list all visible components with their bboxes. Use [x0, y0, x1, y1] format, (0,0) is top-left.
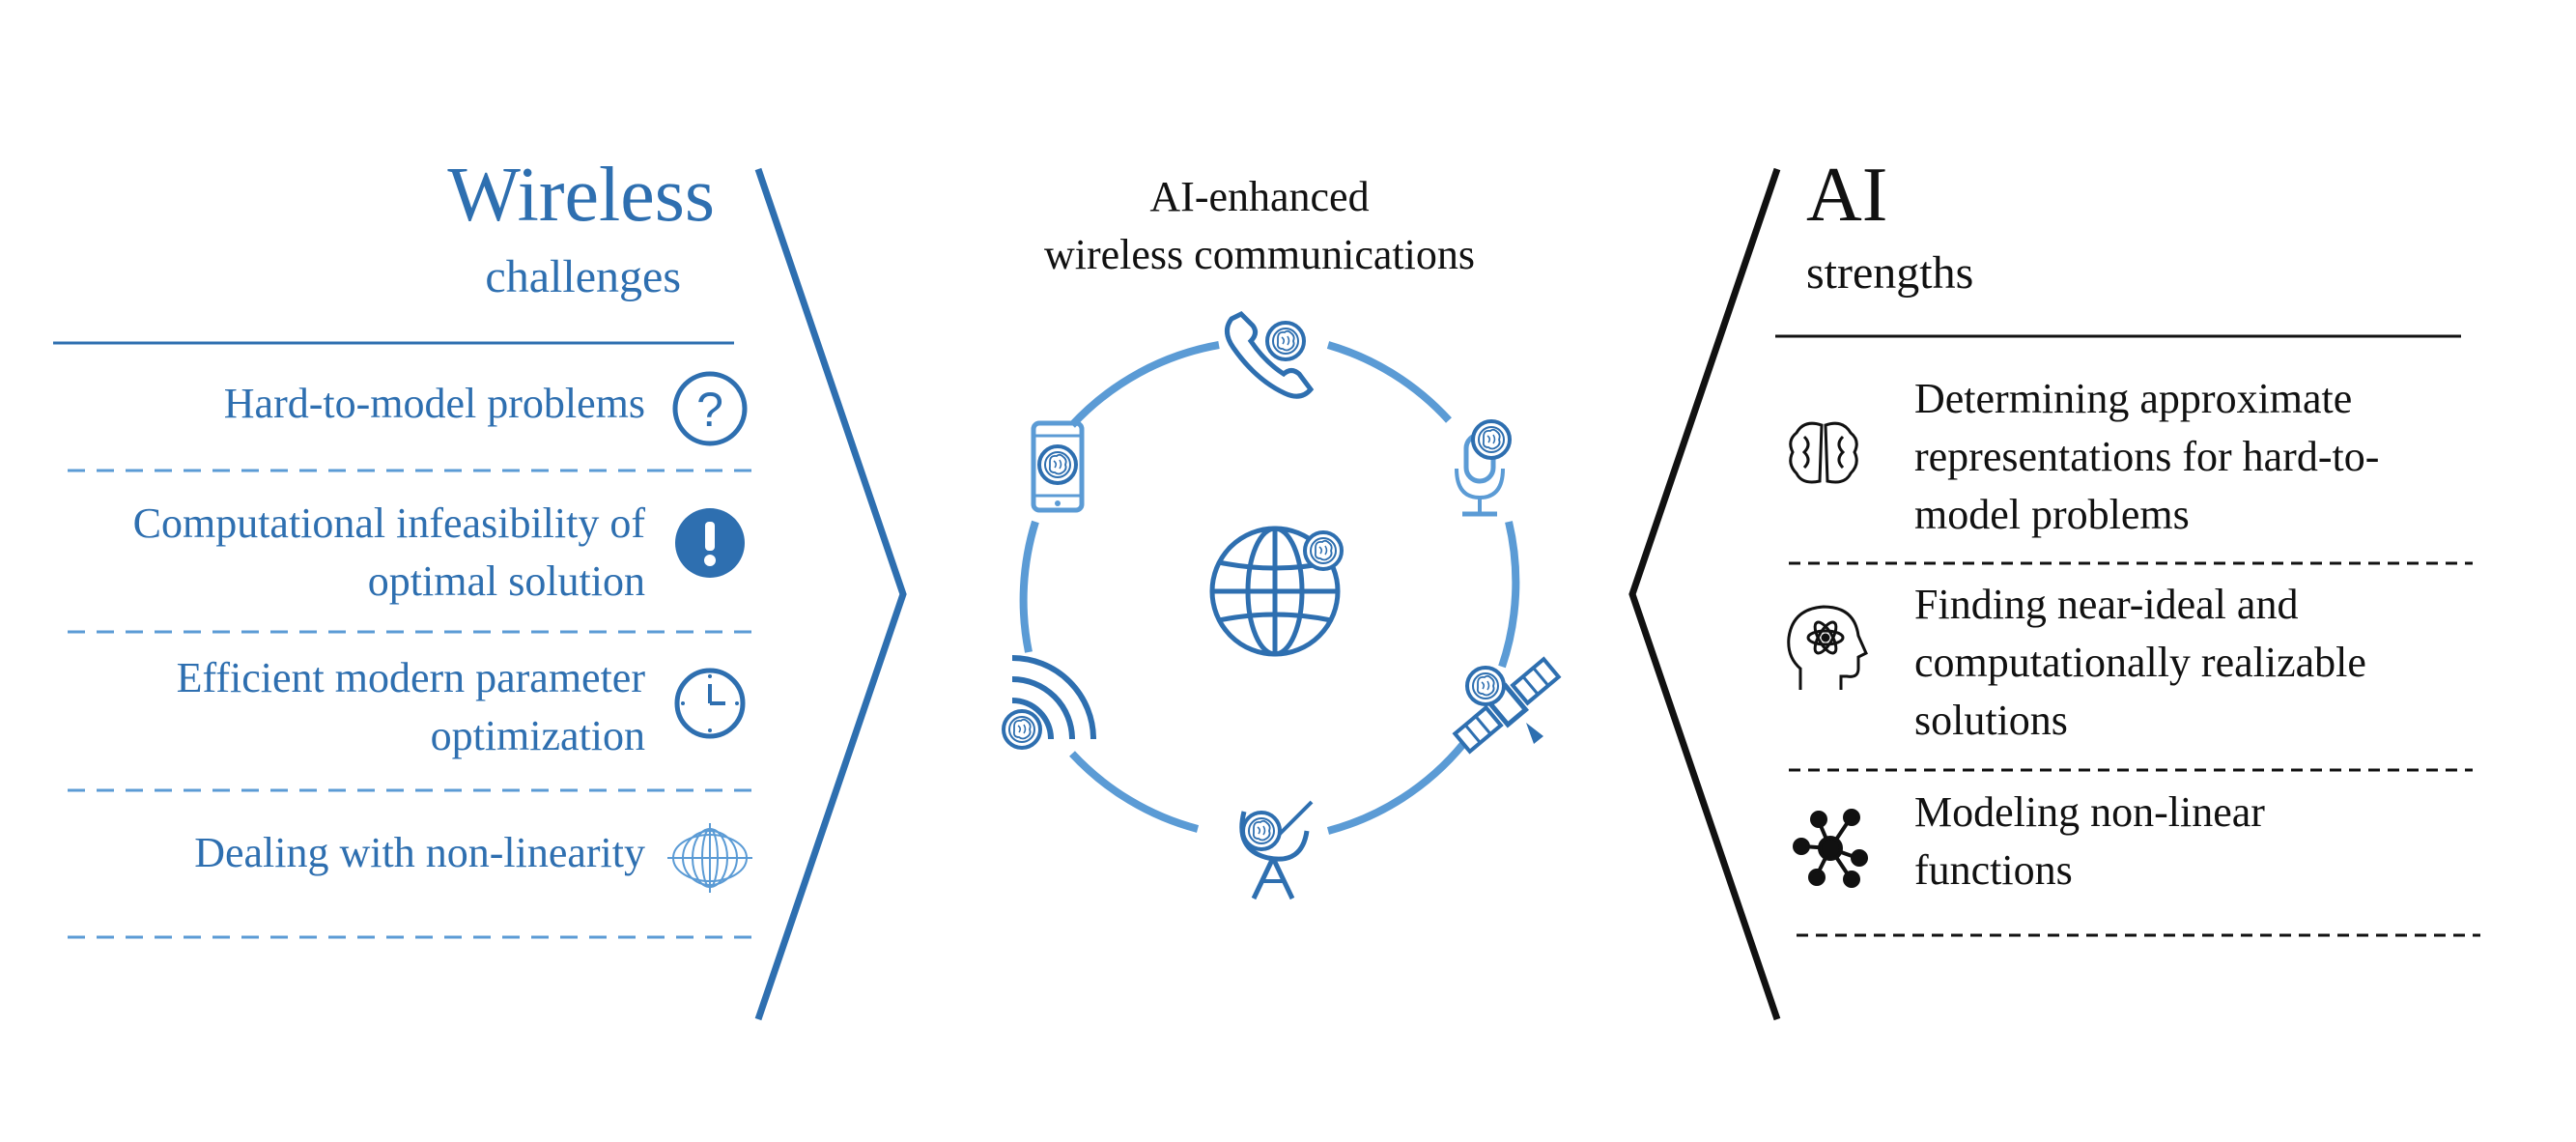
right-item-3-line1: Modeling non-linear [1914, 788, 2265, 836]
center-title-line2: wireless communications [1044, 231, 1475, 278]
right-subtitle: strengths [1806, 247, 1973, 299]
brain-icon [1789, 421, 1858, 484]
left-item-3-line2: optimization [431, 712, 645, 759]
left-subtitle: challenges [485, 251, 681, 302]
ring [1019, 341, 1520, 835]
microphone-icon [1455, 419, 1512, 517]
svg-text:?: ? [696, 383, 723, 437]
right-title: AI [1806, 153, 1887, 238]
question-icon: ? [672, 371, 748, 446]
exclamation-icon [675, 508, 745, 578]
smartphone-icon [1031, 420, 1085, 513]
left-item-2-line2: optimal solution [368, 557, 645, 605]
phone-icon [1225, 310, 1315, 399]
right-item-1-line1: Determining approximate [1914, 375, 2352, 422]
network-nodes-icon [1793, 809, 1868, 888]
satellite-icon [1452, 656, 1562, 755]
left-title: Wireless [447, 153, 715, 238]
satellite-dish-icon [1239, 800, 1314, 900]
globe-icon [1209, 526, 1342, 657]
left-item-1-label: Hard-to-model problems [224, 380, 645, 427]
left-item-2-line1: Computational infeasibility of [133, 500, 646, 547]
right-item-2-line3: solutions [1914, 697, 2068, 744]
left-item-4-label: Dealing with non-linearity [194, 829, 645, 876]
field-lines-icon [667, 823, 752, 893]
atom-head-icon [1787, 605, 1868, 690]
right-item-1-line2: representations for hard-to- [1914, 433, 2379, 480]
right-item-2-line2: computationally realizable [1914, 639, 2366, 686]
wifi-signal-icon [1004, 655, 1096, 748]
left-item-3-line1: Efficient modern parameter [177, 654, 646, 701]
center-title-line1: AI-enhanced [1149, 173, 1369, 220]
right-item-1-line3: model problems [1914, 491, 2190, 538]
right-item-3-line2: functions [1914, 846, 2073, 894]
left-chevron [754, 167, 907, 1021]
right-chevron [1628, 167, 1781, 1021]
clock-icon [674, 668, 746, 739]
right-item-2-line1: Finding near-ideal and [1914, 581, 2298, 628]
